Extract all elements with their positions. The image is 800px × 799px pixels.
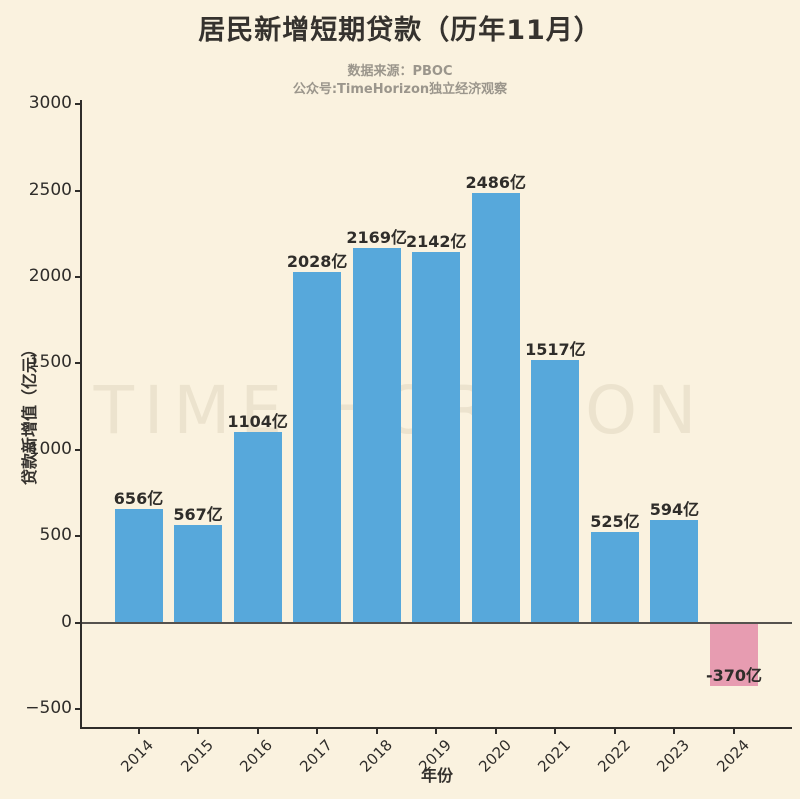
y-tick-mark bbox=[75, 535, 82, 538]
bar bbox=[710, 622, 758, 687]
bar bbox=[531, 360, 580, 623]
x-tick-mark bbox=[375, 727, 378, 734]
x-tick-mark bbox=[554, 727, 557, 734]
bar-value-text: 1104亿 bbox=[227, 411, 288, 431]
bar bbox=[471, 192, 520, 623]
x-tick-mark bbox=[435, 727, 438, 734]
bar-value-text: 2169亿 bbox=[346, 227, 407, 247]
bar bbox=[114, 509, 163, 623]
y-axis-spine bbox=[80, 100, 82, 729]
bar bbox=[233, 431, 282, 623]
bar-value-text: 2486亿 bbox=[465, 172, 527, 192]
bar-value-text: 656亿 bbox=[113, 489, 164, 509]
bar bbox=[650, 519, 699, 623]
bar-value-text: -370亿 bbox=[705, 666, 763, 686]
y-tick-mark bbox=[75, 189, 82, 192]
y-tick-label: 0 bbox=[61, 611, 72, 632]
x-tick-mark bbox=[197, 727, 200, 734]
y-tick-label: 1000 bbox=[28, 438, 72, 459]
chart-title: 居民新增短期贷款（历年11月） bbox=[198, 15, 602, 46]
chart-subtitle-account: 公众号:TimeHorizon独立经济观察 bbox=[292, 82, 508, 97]
x-tick-mark bbox=[733, 727, 735, 734]
y-tick-mark bbox=[75, 362, 82, 365]
chart-subtitle-source: 数据来源：PBOC bbox=[347, 64, 453, 79]
x-tick-mark bbox=[613, 727, 616, 734]
bar bbox=[174, 524, 223, 623]
y-tick-label: 500 bbox=[39, 525, 72, 546]
zero-baseline bbox=[82, 622, 792, 624]
y-tick-mark bbox=[75, 103, 82, 106]
bar-value-text: 1517亿 bbox=[525, 340, 586, 360]
y-tick-label: −500 bbox=[25, 697, 72, 718]
x-tick-mark bbox=[316, 727, 319, 734]
bar bbox=[352, 247, 401, 623]
bar-value-text: 567亿 bbox=[173, 504, 223, 524]
bar-value-text: 2142亿 bbox=[405, 232, 467, 252]
bar bbox=[590, 531, 639, 623]
bar-value-text: 594亿 bbox=[649, 499, 700, 519]
y-tick-label: 1500 bbox=[28, 352, 72, 373]
bar-value-text: 525亿 bbox=[590, 511, 640, 531]
y-tick-mark bbox=[75, 448, 82, 451]
x-axis-label: 年份 bbox=[420, 766, 453, 785]
x-tick-mark bbox=[673, 727, 676, 734]
y-tick-label: 3000 bbox=[28, 93, 72, 114]
x-tick-mark bbox=[494, 727, 497, 734]
bar bbox=[293, 272, 342, 623]
bar-value-text: 2028亿 bbox=[286, 252, 348, 272]
x-tick-mark bbox=[256, 727, 259, 734]
x-tick-mark bbox=[137, 727, 140, 734]
y-tick-mark bbox=[75, 275, 82, 278]
y-tick-label: 2000 bbox=[28, 265, 72, 286]
y-tick-mark bbox=[75, 621, 82, 624]
bar bbox=[412, 252, 461, 623]
y-tick-label: 2500 bbox=[28, 179, 72, 200]
y-tick-mark bbox=[75, 707, 82, 710]
